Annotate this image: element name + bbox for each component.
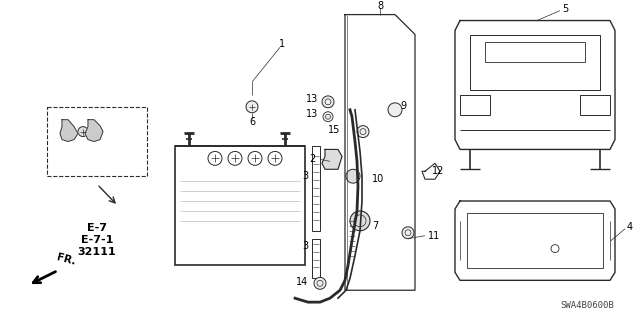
Text: 2: 2 (310, 154, 316, 164)
Bar (580, 95, 610, 115)
Circle shape (350, 211, 370, 231)
Bar (175, 146, 305, 265)
Bar (470, 35, 600, 90)
Text: FR.: FR. (55, 253, 76, 267)
Bar (485, 42, 585, 62)
Polygon shape (322, 149, 342, 169)
Text: 11: 11 (428, 231, 440, 241)
Circle shape (323, 112, 333, 122)
Circle shape (402, 227, 414, 239)
Text: 3: 3 (302, 241, 308, 251)
Bar (312, 239, 320, 278)
Circle shape (322, 96, 334, 108)
Text: 15: 15 (328, 125, 340, 135)
Text: 6: 6 (249, 117, 255, 127)
Polygon shape (60, 120, 78, 142)
Text: 13: 13 (306, 109, 318, 119)
Bar (460, 95, 490, 115)
Bar (467, 213, 603, 268)
Text: 5: 5 (562, 4, 568, 14)
Text: 12: 12 (432, 166, 444, 176)
Circle shape (346, 169, 360, 183)
Text: 14: 14 (296, 277, 308, 287)
Text: SWA4B0600B: SWA4B0600B (560, 300, 614, 310)
Text: 13: 13 (306, 94, 318, 104)
Circle shape (357, 126, 369, 137)
Text: 9: 9 (400, 101, 406, 111)
Text: 32111: 32111 (77, 247, 116, 256)
Bar (47, 107, 147, 176)
Circle shape (388, 103, 402, 117)
Text: E-7: E-7 (87, 223, 107, 233)
Circle shape (246, 101, 258, 113)
Text: 8: 8 (377, 1, 383, 11)
Text: 3: 3 (302, 171, 308, 181)
Polygon shape (85, 120, 103, 142)
Bar (312, 146, 320, 231)
Text: 1: 1 (279, 39, 285, 49)
Text: E-7-1: E-7-1 (81, 235, 113, 245)
Text: 4: 4 (627, 222, 633, 232)
Text: 7: 7 (372, 221, 378, 231)
Text: 10: 10 (372, 174, 384, 184)
Circle shape (314, 277, 326, 289)
Circle shape (78, 127, 88, 137)
